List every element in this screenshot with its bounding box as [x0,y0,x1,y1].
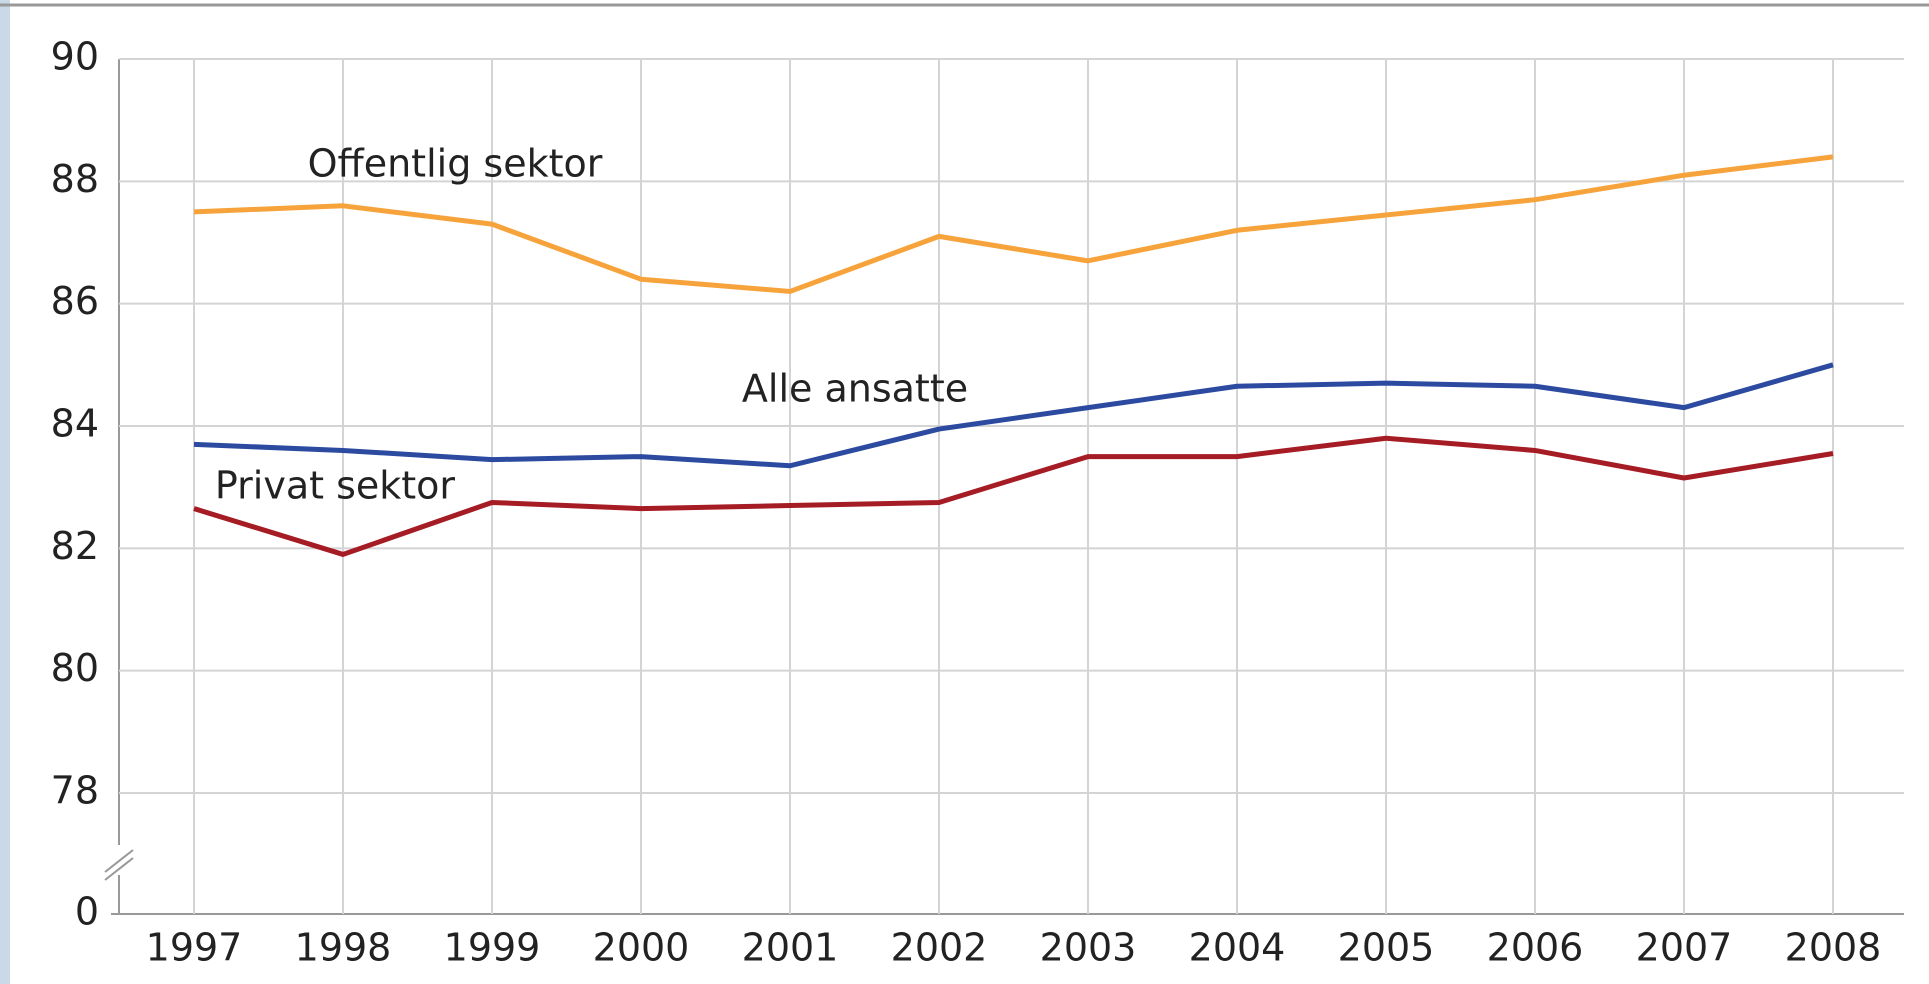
x-tick-label: 1997 [146,926,243,970]
side-strip [0,0,10,984]
series-line [193,435,1834,557]
x-tick-label: 1998 [295,926,392,970]
y-tick-label: 78 [51,769,99,813]
marks: Offentlig sektor Alle ansatte Privat sekto… [193,142,1834,557]
axis-break [104,857,134,881]
series-label: Offentlig sektor [308,142,603,186]
x-tick-label: 2004 [1189,926,1286,970]
x-tick-label: 2000 [593,926,690,970]
x-tick-label: 2007 [1636,926,1733,970]
series-line [193,362,1834,469]
x-tick-label: 2002 [891,926,988,970]
y-tick-label: 90 [51,35,99,79]
x-tick-label: 1999 [444,926,541,970]
y-tick-label: 84 [51,402,99,446]
series-line [193,154,1834,294]
x-tick-label: 2006 [1487,926,1584,970]
y-tick-label: 82 [51,524,99,568]
grid: 0 78 80 82 84 86 88 90 1997 1998 1999 2000 2001 2002 2… [51,35,1904,970]
x-tick-label: 2005 [1338,926,1435,970]
x-tick-label: 2003 [1040,926,1137,970]
y-tick-label: 80 [51,646,99,690]
y-tick-label: 0 [75,890,99,934]
series-label: Privat sektor [215,464,456,508]
series-label: Alle ansatte [742,367,968,411]
y-tick-label: 88 [51,157,99,201]
x-tick-label: 2001 [742,926,839,970]
axis-break [104,849,134,873]
x-tick-label: 2008 [1785,926,1882,970]
y-tick-label: 86 [51,279,99,323]
